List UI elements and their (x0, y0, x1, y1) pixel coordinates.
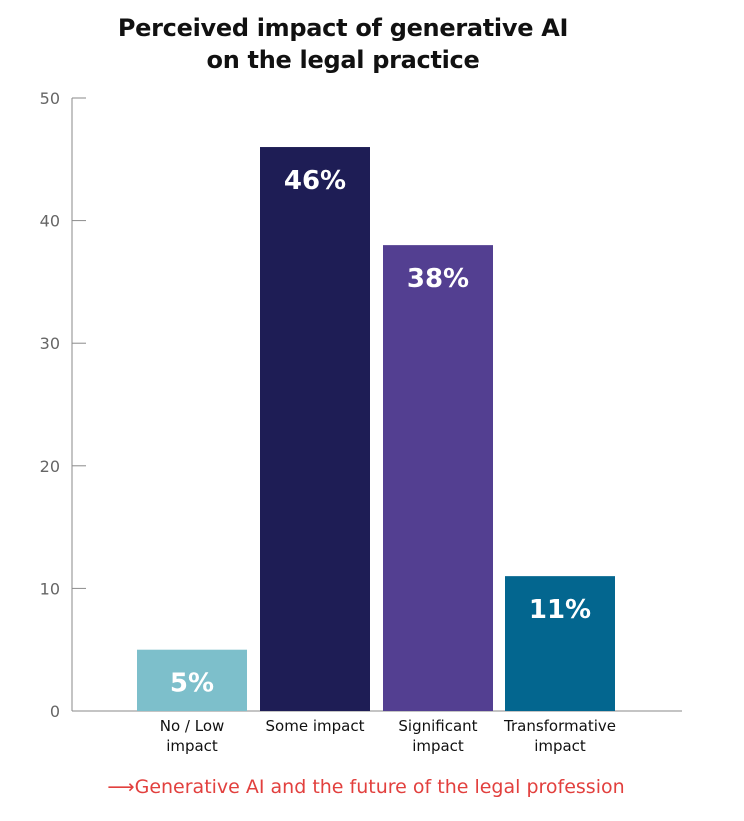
x-tick-label: No / Low (160, 717, 225, 735)
chart-title: Perceived impact of generative AI on the… (0, 12, 686, 76)
data-label: 11% (529, 595, 591, 625)
y-tick-label: 0 (50, 702, 60, 721)
footer-link-text: Generative AI and the future of the lega… (134, 776, 625, 798)
x-tick-label: Transformative (503, 717, 616, 735)
bar (260, 147, 370, 712)
x-tick-label: Some impact (266, 717, 365, 735)
bar (137, 649, 247, 711)
bar (505, 576, 615, 711)
x-tick-label: impact (412, 737, 464, 755)
y-tick-label: 10 (40, 579, 60, 598)
chart-bars (137, 147, 615, 712)
data-label: 38% (407, 264, 469, 294)
data-label: 46% (284, 166, 346, 196)
y-tick-label: 40 (40, 212, 60, 231)
x-tick-label: impact (166, 737, 218, 755)
chart-labels: 5% No / Low impact 46% Some impact 38% Signifi… (160, 166, 616, 755)
data-label: 5% (170, 669, 214, 699)
footer-link[interactable]: ⟶Generative AI and the future of the leg… (0, 776, 732, 798)
x-tick-label: impact (534, 737, 586, 755)
chart-title-line-1: Perceived impact of generative AI (117, 14, 569, 42)
x-tick-label: Significant (398, 717, 477, 735)
y-tick-label: 20 (40, 457, 60, 476)
chart-axes: 0 10 20 30 40 50 (40, 89, 682, 721)
arrow-right-icon: ⟶ (107, 776, 135, 798)
bar (383, 245, 493, 711)
chart-title-line-2: on the legal practice (206, 46, 480, 74)
bar-chart: 0 10 20 30 40 50 5% No / Low impact 46% Some impa… (40, 89, 682, 755)
y-tick-label: 50 (40, 89, 60, 108)
y-tick-label: 30 (40, 334, 60, 353)
